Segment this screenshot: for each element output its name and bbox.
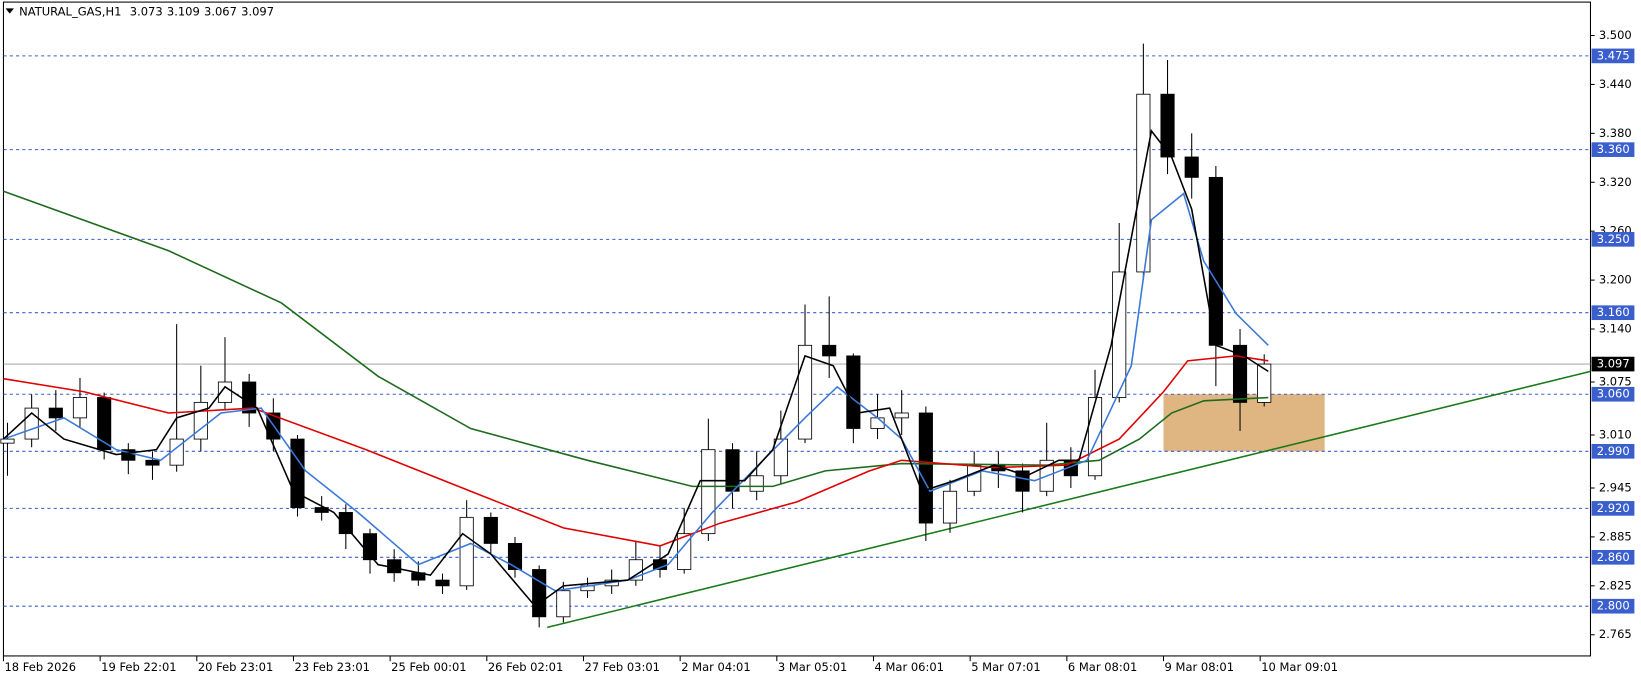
level-box — [1591, 232, 1635, 247]
level-label: 3.060 — [1597, 387, 1630, 401]
candle-body — [290, 438, 305, 508]
indicator-line — [2, 129, 1269, 608]
x-tick-label: 26 Feb 02:01 — [488, 660, 563, 674]
x-tick-label: 6 Mar 08:01 — [1068, 660, 1137, 674]
y-tick-label: 2.945 — [1599, 480, 1632, 494]
bar-open: 3.073 — [130, 4, 163, 18]
y-tick-label: 3.440 — [1599, 77, 1632, 91]
level-box — [1591, 48, 1635, 64]
candle-body — [193, 401, 208, 440]
x-tick-label: 23 Feb 23:01 — [295, 660, 370, 674]
level-label: 3.160 — [1597, 305, 1630, 319]
level-box — [1591, 549, 1635, 565]
y-tick-label: 3.200 — [1599, 273, 1632, 287]
y-tick-label: 2.765 — [1599, 627, 1632, 641]
candle-body — [967, 464, 982, 492]
bar-low: 3.067 — [204, 4, 237, 18]
x-tick-label: 27 Feb 03:01 — [585, 660, 660, 674]
candle-body — [72, 397, 88, 419]
menu-arrow[interactable] — [5, 8, 14, 14]
level-label: 3.250 — [1597, 232, 1630, 246]
y-tick-label: 3.500 — [1599, 28, 1632, 42]
candle-body — [459, 516, 474, 587]
candle-body — [773, 438, 788, 477]
plot-frame — [2, 1, 1591, 657]
candle-body — [507, 543, 523, 570]
x-tick-label: 3 Mar 05:01 — [778, 660, 847, 674]
candle-body — [846, 355, 861, 429]
candle-body — [1184, 156, 1199, 178]
level-box — [1591, 305, 1635, 321]
level-label: 2.860 — [1597, 550, 1630, 564]
price-box — [1591, 356, 1635, 372]
candle-body — [822, 344, 837, 357]
candle-body — [0, 438, 15, 444]
indicator-line — [3, 192, 1269, 592]
x-tick-label: 19 Feb 22:01 — [101, 660, 176, 674]
candle-body — [145, 459, 160, 466]
candle-body — [48, 407, 63, 419]
indicator-line — [3, 355, 1269, 547]
candle-body — [725, 449, 740, 492]
candle-body — [1112, 271, 1127, 398]
symbol: NATURAL_GAS,H1 — [19, 4, 121, 18]
level-box — [1591, 501, 1635, 516]
candle-body — [483, 516, 498, 544]
level-label: 2.800 — [1597, 599, 1630, 613]
x-tick-label: 9 Mar 08:01 — [1165, 660, 1234, 674]
price-label: 3.097 — [1597, 357, 1630, 371]
level-box — [1591, 142, 1635, 157]
bar-close: 3.097 — [241, 4, 274, 18]
level-label: 2.990 — [1597, 444, 1630, 458]
level-box — [1591, 386, 1635, 402]
y-tick-label: 3.380 — [1599, 126, 1632, 140]
candle-body — [894, 412, 909, 419]
y-tick-label: 2.885 — [1599, 529, 1632, 543]
candle-body — [1087, 397, 1103, 477]
level-box — [1591, 598, 1635, 614]
candle-body — [1232, 344, 1248, 403]
x-tick-label: 4 Mar 06:01 — [875, 660, 944, 674]
candle-body — [1136, 93, 1151, 273]
candle-body — [435, 579, 450, 587]
level-label: 3.475 — [1597, 48, 1630, 62]
indicator-line — [3, 190, 1269, 488]
y-tick-label: 3.075 — [1599, 375, 1632, 389]
x-tick-label: 5 Mar 07:01 — [971, 660, 1040, 674]
y-tick-label: 3.140 — [1599, 322, 1632, 336]
x-tick-label: 10 Mar 09:01 — [1261, 660, 1338, 674]
bar-high: 3.109 — [167, 4, 200, 18]
candle-body — [749, 475, 764, 492]
candle-body — [797, 344, 813, 440]
candle-body — [701, 449, 716, 535]
y-tick-label: 3.320 — [1599, 175, 1632, 189]
zone — [1163, 394, 1325, 452]
y-tick-label: 2.825 — [1599, 578, 1632, 592]
candle-body — [918, 412, 933, 524]
candle-body — [1257, 363, 1272, 403]
candle-body — [217, 381, 233, 403]
level-label: 3.360 — [1597, 142, 1630, 156]
level-label: 2.920 — [1597, 501, 1630, 515]
trend-line — [547, 370, 1591, 629]
x-tick-label: 20 Feb 23:01 — [198, 660, 273, 674]
x-tick-label: 25 Feb 00:01 — [391, 660, 466, 674]
candle-body — [532, 569, 547, 618]
candle-body — [942, 490, 958, 524]
header: NATURAL_GAS,H1 3.073 3.109 3.067 3.097 — [19, 4, 274, 18]
candle-body — [556, 590, 571, 618]
candle-body — [121, 449, 136, 461]
level-box — [1591, 443, 1635, 459]
candle-body — [338, 512, 353, 535]
y-tick-label: 3.010 — [1599, 428, 1632, 442]
x-tick-label: 2 Mar 04:01 — [681, 660, 750, 674]
x-tick-label: 18 Feb 2026 — [5, 660, 77, 674]
candle-body — [1160, 93, 1175, 158]
candle-body — [870, 417, 885, 429]
